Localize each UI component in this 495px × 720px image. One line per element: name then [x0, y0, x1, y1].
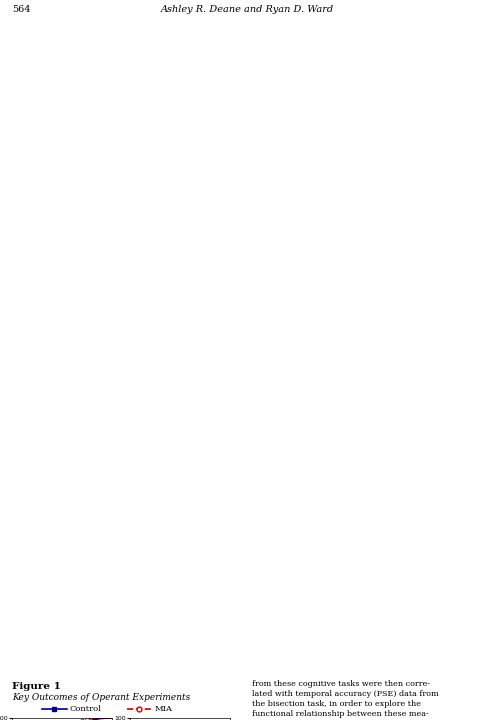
Text: 564: 564 — [12, 6, 31, 14]
Text: Figure 1: Figure 1 — [12, 682, 61, 690]
Text: Control: Control — [69, 704, 101, 713]
Text: Ashley R. Deane and Ryan D. Ward: Ashley R. Deane and Ryan D. Ward — [160, 6, 334, 14]
Text: MIA: MIA — [155, 704, 173, 713]
Text: from these cognitive tasks were then corre-
lated with temporal accuracy (PSE) d: from these cognitive tasks were then cor… — [252, 680, 441, 720]
Text: Key Outcomes of Operant Experiments: Key Outcomes of Operant Experiments — [12, 693, 190, 702]
